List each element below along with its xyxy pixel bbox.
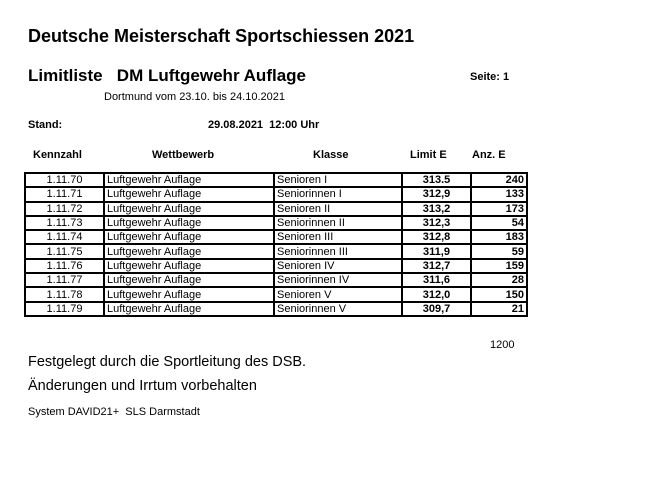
cell-wettbewerb: Luftgewehr Auflage <box>103 214 275 232</box>
cell-kennzahl: 1.11.76 <box>24 257 105 275</box>
table-row: 1.11.72 Luftgewehr Auflage Senioren II 313,… <box>24 200 528 217</box>
cell-kennzahl: 1.11.73 <box>24 214 105 232</box>
cell-kennzahl: 1.11.78 <box>24 286 105 303</box>
cell-klasse: Seniorinnen IV <box>273 272 403 289</box>
cell-wettbewerb: Luftgewehr Auflage <box>103 229 275 246</box>
cell-wettbewerb: Luftgewehr Auflage <box>103 300 275 317</box>
system-info: System DAVID21+ SLS Darmstadt <box>28 406 200 418</box>
header-klasse: Klasse <box>313 149 349 161</box>
cell-kennzahl: 1.11.75 <box>24 243 105 260</box>
cell-kennzahl: 1.11.72 <box>24 200 105 217</box>
cell-limit: 311,9 <box>401 243 472 260</box>
cell-anzahl: 183 <box>470 229 528 246</box>
cell-anzahl: 150 <box>470 286 528 303</box>
cell-wettbewerb: Luftgewehr Auflage <box>103 272 275 289</box>
header-wettbewerb: Wettbewerb <box>152 149 215 161</box>
cell-kennzahl: 1.11.71 <box>24 186 105 203</box>
cell-limit: 309,7 <box>401 300 472 317</box>
cell-kennzahl: 1.11.77 <box>24 272 105 289</box>
cell-klasse: Seniorinnen II <box>273 214 403 232</box>
cell-anzahl: 159 <box>470 257 528 275</box>
table-row: 1.11.76 Luftgewehr Auflage Senioren IV 312,… <box>24 257 528 275</box>
cell-wettbewerb: Luftgewehr Auflage <box>103 257 275 275</box>
cell-klasse: Senioren II <box>273 200 403 217</box>
note-disclaimer: Änderungen und Irrtum vorbehalten <box>28 378 257 394</box>
cell-wettbewerb: Luftgewehr Auflage <box>103 171 275 189</box>
header-limit: Limit E <box>410 149 447 161</box>
cell-klasse: Senioren I <box>273 171 403 189</box>
cell-klasse: Seniorinnen V <box>273 300 403 317</box>
total-count: 1200 <box>490 339 515 351</box>
table-row: 1.11.70 Luftgewehr Auflage Senioren I 313.5… <box>24 171 528 189</box>
cell-anzahl: 28 <box>470 272 528 289</box>
cell-limit: 312,0 <box>401 286 472 303</box>
table-row: 1.11.79 Luftgewehr Auflage Seniorinnen V 30… <box>24 300 528 317</box>
cell-anzahl: 54 <box>470 214 528 232</box>
cell-limit: 312,9 <box>401 186 472 203</box>
cell-anzahl: 59 <box>470 243 528 260</box>
cell-anzahl: 240 <box>470 171 528 189</box>
table-row: 1.11.73 Luftgewehr Auflage Seniorinnen II 3… <box>24 214 528 232</box>
table-row: 1.11.74 Luftgewehr Auflage Senioren III 312… <box>24 229 528 246</box>
table-row: 1.11.78 Luftgewehr Auflage Senioren V 312,0… <box>24 286 528 303</box>
cell-klasse: Seniorinnen I <box>273 186 403 203</box>
cell-limit: 312,3 <box>401 214 472 232</box>
stand-label: Stand: <box>28 119 63 131</box>
cell-anzahl: 173 <box>470 200 528 217</box>
page-number: Seite: 1 <box>470 71 510 83</box>
cell-limit: 312,7 <box>401 257 472 275</box>
cell-anzahl: 133 <box>470 186 528 203</box>
cell-wettbewerb: Luftgewehr Auflage <box>103 286 275 303</box>
document-title: Deutsche Meisterschaft Sportschiessen 20… <box>28 26 415 46</box>
cell-klasse: Senioren V <box>273 286 403 303</box>
table-row: 1.11.75 Luftgewehr Auflage Seniorinnen III… <box>24 243 528 260</box>
cell-kennzahl: 1.11.79 <box>24 300 105 317</box>
cell-klasse: Seniorinnen III <box>273 243 403 260</box>
limit-table: 1.11.70 Luftgewehr Auflage Senioren I 313.5… <box>24 171 528 317</box>
cell-wettbewerb: Luftgewehr Auflage <box>103 186 275 203</box>
header-anzahl: Anz. E <box>472 149 506 161</box>
cell-wettbewerb: Luftgewehr Auflage <box>103 243 275 260</box>
cell-kennzahl: 1.11.74 <box>24 229 105 246</box>
stand-value: 29.08.2021 12:00 Uhr <box>208 119 320 131</box>
cell-limit: 312,8 <box>401 229 472 246</box>
cell-limit: 313.5 <box>401 171 472 189</box>
table-row: 1.11.71 Luftgewehr Auflage Seniorinnen I 31… <box>24 186 528 203</box>
list-title: Limitliste DM Luftgewehr Auflage <box>28 66 306 85</box>
note-sportleitung: Festgelegt durch die Sportleitung des DS… <box>28 354 307 370</box>
location-dates: Dortmund vom 23.10. bis 24.10.2021 <box>104 91 286 103</box>
cell-limit: 311,6 <box>401 272 472 289</box>
table-row: 1.11.77 Luftgewehr Auflage Seniorinnen IV 3… <box>24 272 528 289</box>
cell-klasse: Senioren III <box>273 229 403 246</box>
cell-kennzahl: 1.11.70 <box>24 171 105 189</box>
cell-wettbewerb: Luftgewehr Auflage <box>103 200 275 217</box>
header-kennzahl: Kennzahl <box>33 149 82 161</box>
cell-klasse: Senioren IV <box>273 257 403 275</box>
cell-anzahl: 21 <box>470 300 528 317</box>
cell-limit: 313,2 <box>401 200 472 217</box>
